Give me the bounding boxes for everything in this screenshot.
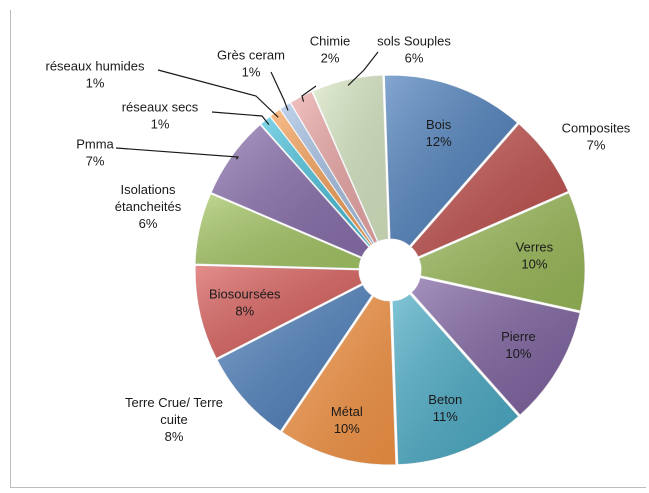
slice-label-reseaux-secs: réseaux secs 1% xyxy=(122,100,199,132)
pie-slice-beton xyxy=(391,293,520,466)
slice-label-composites: Composites 7% xyxy=(562,121,631,153)
pie-slice-terre-crue-terre-cuite xyxy=(216,284,373,432)
slice-label-metal: Métal 10% xyxy=(331,404,363,436)
slice-label-verres: Verres 10% xyxy=(516,239,554,271)
pie-slice-sols-souples xyxy=(311,74,389,243)
slice-label-bois: Bois 12% xyxy=(426,117,452,149)
pie-slice-pierre xyxy=(410,276,581,416)
slice-label-biosoursees: Biosoursées 8% xyxy=(209,286,281,318)
leader-line-reseaux-humides xyxy=(157,69,279,118)
leader-line-pmma xyxy=(115,147,240,160)
pie-slice-metal xyxy=(281,295,397,466)
leader-line-sols-souples xyxy=(347,51,379,86)
pie-slice-biosoursees xyxy=(194,264,363,360)
slice-label-chimie: Chimie 2% xyxy=(310,34,350,66)
slice-label-sols-souples: sols Souples 6% xyxy=(377,34,451,66)
pie-slice-composites xyxy=(410,123,570,258)
slice-label-pierre: Pierre 10% xyxy=(501,329,536,361)
leader-line-chimie xyxy=(301,85,317,102)
pie-slice-verres xyxy=(417,192,586,312)
leader-line-gres-ceram xyxy=(270,71,289,111)
slice-label-gres-ceram: Grès ceram 1% xyxy=(217,48,285,80)
slice-label-beton: Beton 11% xyxy=(428,392,462,424)
pie-slice-isolations-etancheites xyxy=(194,193,362,270)
slice-label-pmma: Pmma 7% xyxy=(76,137,114,169)
leader-line-reseaux-secs xyxy=(211,111,270,125)
slice-label-terre-crue-terre-cuite: Terre Crue/ Terre cuite 8% xyxy=(125,395,223,444)
pie-slice-chimie xyxy=(289,90,379,244)
pie-slice-bois xyxy=(383,74,519,247)
pie-slice-pmma xyxy=(210,123,370,258)
chart-frame xyxy=(10,10,646,488)
slice-label-isolations-etancheites: Isolations étancheités 6% xyxy=(115,182,182,231)
slice-label-reseaux-humides: réseaux humides 1% xyxy=(46,59,145,91)
